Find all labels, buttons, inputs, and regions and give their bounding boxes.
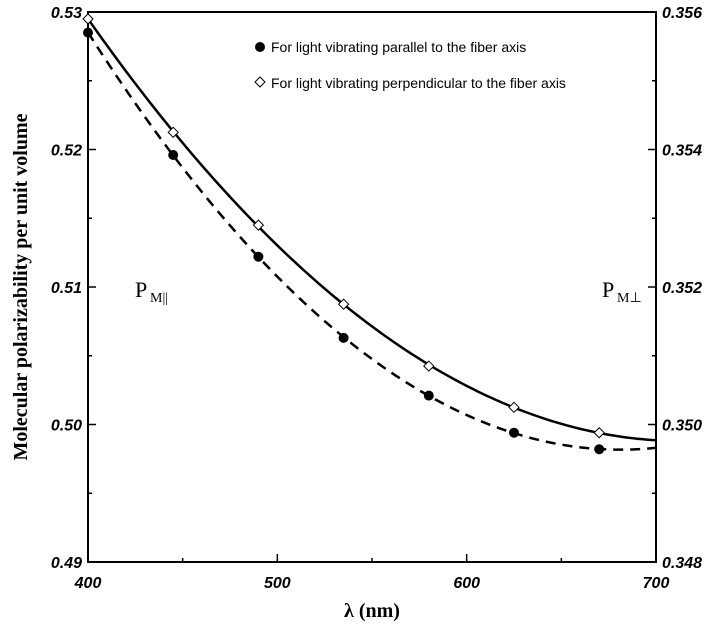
- y-axis-title: Molecular polarizability per unit volume: [10, 113, 32, 460]
- x-tick-label: 500: [264, 575, 291, 592]
- data-point-parallel: [594, 444, 605, 455]
- left-y-tick-label: 0.49: [51, 555, 82, 572]
- right-series-label-sub: M⊥: [617, 291, 642, 306]
- x-tick-label: 600: [453, 575, 480, 592]
- data-point-perpendicular: [593, 427, 605, 439]
- data-point-perpendicular: [423, 360, 435, 372]
- x-axis: 400 500 600 700: [74, 554, 670, 592]
- fit-lines: [86, 18, 657, 451]
- data-point-perpendicular: [82, 13, 94, 25]
- data-point-perpendicular: [508, 401, 520, 414]
- left-y-tick-label: 0.50: [51, 418, 82, 435]
- fit-line-perpendicular: [86, 18, 657, 442]
- legend-label-parallel: For light vibrating parallel to the fibe…: [271, 39, 526, 55]
- data-point-parallel: [509, 427, 519, 438]
- x-axis-title: λ (nm): [344, 600, 400, 622]
- left-y-axis: 0.49 0.50 0.51 0.52 0.53: [51, 5, 96, 572]
- right-series-label-main: P: [602, 277, 614, 302]
- data-markers: [82, 13, 605, 455]
- data-point-parallel: [423, 390, 434, 401]
- left-y-tick-label: 0.52: [51, 143, 82, 160]
- right-y-tick-label: 0.348: [662, 555, 702, 572]
- legend-marker-perpendicular: [254, 76, 266, 88]
- data-point-parallel: [253, 251, 264, 262]
- data-point-perpendicular: [337, 298, 350, 310]
- legend-marker-parallel: [255, 42, 265, 52]
- left-y-tick-label: 0.51: [51, 280, 82, 297]
- data-point-perpendicular: [167, 126, 179, 139]
- legend-label-perpendicular: For light vibrating perpendicular to the…: [271, 75, 566, 91]
- left-series-label-main: P: [135, 277, 147, 302]
- plot-frame: [87, 11, 657, 563]
- right-series-label: P M⊥: [602, 277, 642, 306]
- data-point-parallel: [168, 150, 179, 160]
- data-point-perpendicular: [252, 219, 265, 231]
- left-y-tick-label: 0.53: [51, 5, 82, 22]
- fit-line-parallel: [86, 31, 657, 451]
- right-y-axis: 0.348 0.350 0.352 0.354 0.356: [648, 5, 702, 572]
- legend: For light vibrating parallel to the fibe…: [254, 39, 566, 91]
- right-y-tick-label: 0.352: [662, 280, 702, 297]
- left-series-label: P M||: [135, 277, 168, 306]
- data-point-parallel: [338, 332, 349, 343]
- x-tick-label: 400: [74, 575, 102, 592]
- right-y-tick-label: 0.354: [662, 143, 702, 160]
- right-y-tick-label: 0.356: [662, 5, 702, 22]
- data-point-parallel: [83, 27, 93, 38]
- right-y-tick-label: 0.350: [662, 418, 702, 435]
- left-series-label-sub: M||: [150, 291, 168, 306]
- x-tick-label: 700: [643, 575, 670, 592]
